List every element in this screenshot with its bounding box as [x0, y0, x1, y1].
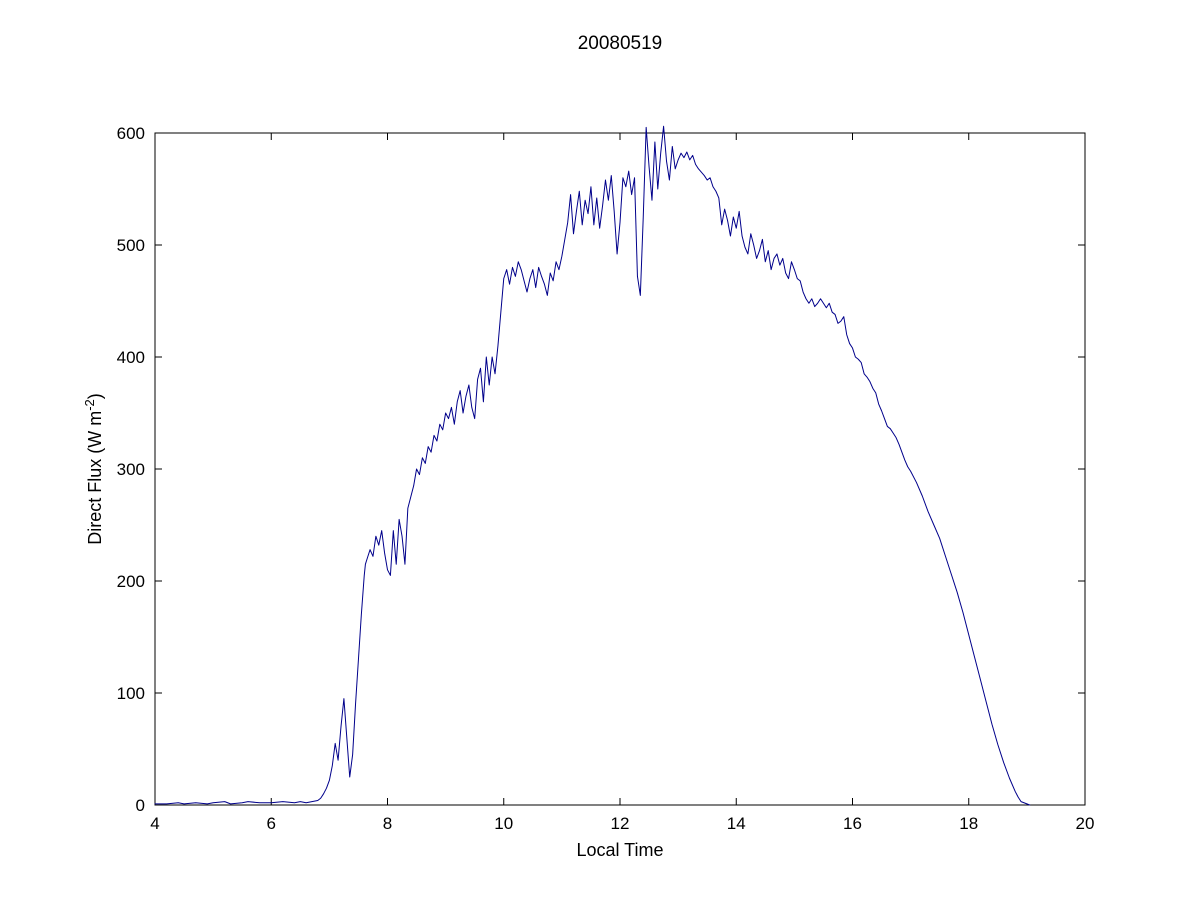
x-tick-label: 8 [383, 814, 392, 833]
x-tick-label: 16 [843, 814, 862, 833]
x-tick-label: 18 [959, 814, 978, 833]
y-tick-label: 200 [117, 572, 145, 591]
y-tick-label: 300 [117, 460, 145, 479]
x-tick-label: 4 [150, 814, 159, 833]
y-tick-label: 400 [117, 348, 145, 367]
y-axis-label-prefix: Direct Flux (W m [85, 410, 105, 545]
x-tick-label: 6 [267, 814, 276, 833]
axes-box [154, 132, 1086, 806]
x-tick-label: 20 [1076, 814, 1095, 833]
y-axis-label-suffix: ) [85, 393, 105, 400]
y-tick-label: 600 [117, 124, 145, 143]
y-tick-label: 100 [117, 684, 145, 703]
y-axis-label: Direct Flux (W m-2) [82, 269, 112, 669]
y-tick-label: 500 [117, 236, 145, 255]
x-tick-label: 12 [611, 814, 630, 833]
x-axis-label: Local Time [576, 840, 664, 860]
y-tick-label: 0 [136, 796, 145, 815]
x-tick-label: 10 [494, 814, 513, 833]
chart-title: 20080519 [577, 33, 663, 54]
y-axis-label-exponent: -2 [82, 399, 97, 411]
x-tick-label: 14 [727, 814, 746, 833]
data-series-line [154, 125, 1031, 806]
